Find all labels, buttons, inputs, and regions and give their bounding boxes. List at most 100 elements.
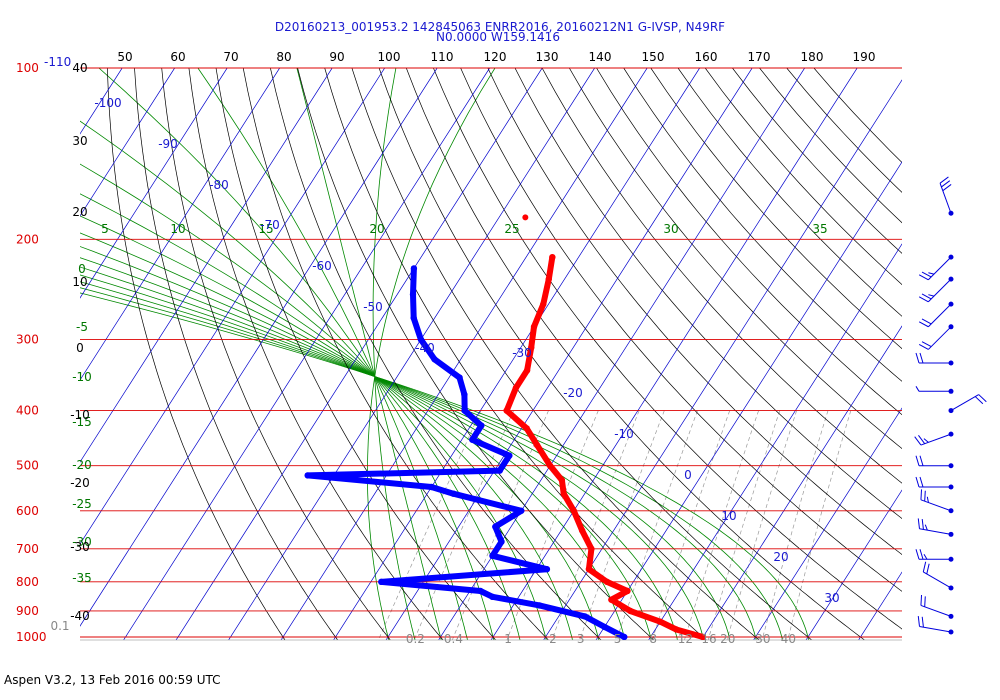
moist-adiabat-line — [80, 246, 652, 640]
wind-barb — [920, 594, 954, 619]
wind-barb-staff — [928, 256, 952, 281]
moist-adiabat-label: -35 — [72, 571, 92, 585]
moist-adiabat-line — [80, 266, 705, 640]
temperature-profile-point — [624, 587, 631, 595]
wind-barb-feather — [922, 561, 927, 573]
wind-barb-station — [948, 484, 954, 490]
wind-barb-station — [948, 276, 954, 282]
moist-adiabat-line — [197, 68, 468, 640]
wind-barb-station — [948, 324, 954, 330]
dry-adiabat-line — [351, 68, 760, 640]
temperature-profile-point — [523, 367, 531, 374]
moist-adiabat-label: -25 — [72, 497, 92, 511]
pressure-label: 200 — [16, 232, 39, 246]
wind-barb — [948, 394, 987, 414]
temperature-profile-point — [603, 578, 611, 586]
temperature-profile-point — [699, 633, 707, 640]
dry-adiabat-line — [568, 68, 902, 450]
dewpoint-profile-point — [461, 391, 468, 398]
top-scale-label: 60 — [170, 50, 185, 64]
wind-barb-feather — [915, 455, 920, 466]
isotherm-label: -40 — [415, 341, 435, 355]
wind-barb-feather — [920, 489, 923, 500]
dewpoint-profile-point — [506, 452, 513, 459]
pressure-label: 800 — [16, 575, 39, 589]
mixing-ratio-label: 0.1 — [50, 619, 69, 633]
dewpoint-profile-point — [581, 613, 589, 620]
temperature-profile-point — [546, 462, 554, 469]
dry-adiabat-line — [215, 68, 497, 640]
wind-barb-staff — [920, 604, 952, 617]
isotherm-line — [80, 68, 333, 463]
pressure-label: 300 — [16, 332, 39, 346]
wind-barb-feather — [915, 352, 920, 364]
temperature-profile-point — [560, 490, 567, 497]
footer-software-info: Aspen V3.2, 13 Feb 2016 00:59 UTC — [4, 673, 221, 687]
temperature-profile-point — [578, 527, 586, 534]
dewpoint-profile-point — [489, 593, 496, 601]
wind-barb — [917, 616, 954, 635]
wind-barb-feather — [924, 490, 926, 502]
dry-adiabat-label: 30 — [72, 134, 87, 148]
mixing-ratio-label: 0.4 — [444, 632, 463, 646]
mixing-ratio-label: 40 — [781, 632, 796, 646]
isotherm-label: 20 — [773, 550, 788, 564]
wind-barb-feather — [974, 396, 984, 405]
top-scale-label: 50 — [117, 50, 132, 64]
wind-barb-staff — [950, 394, 979, 412]
wind-barb-feather — [915, 476, 920, 488]
wind-barb-feather — [919, 549, 924, 560]
wind-barb-staff — [919, 625, 952, 633]
dry-adiabat-line — [161, 68, 391, 640]
dry-adiabat-line — [541, 68, 902, 484]
isotherm-label: -20 — [563, 386, 583, 400]
isotherm-line — [490, 68, 858, 640]
dewpoint-profile-point — [410, 265, 418, 272]
temperature-profile-point — [540, 300, 547, 308]
dry-adiabat-line — [188, 68, 444, 640]
temperature-profile-point — [570, 507, 577, 514]
dewpoint-profile-point — [477, 587, 484, 595]
isotherm-line — [438, 68, 805, 640]
mixing-ratio-line — [684, 410, 759, 640]
mixing-ratio-label: 12 — [678, 632, 693, 646]
wind-barb-station — [948, 629, 954, 635]
moist-adiabat-label: -5 — [76, 320, 88, 334]
dry-adiabat-line — [596, 68, 902, 416]
temperature-profile-point — [523, 425, 530, 432]
moist-adiabat-line — [98, 68, 495, 640]
dewpoint-profile-point — [536, 602, 543, 609]
mixing-ratio-line — [579, 410, 665, 640]
dewpoint-profile-point — [410, 314, 417, 322]
temperature-profile — [503, 254, 706, 640]
dewpoint-profile-point — [409, 291, 417, 298]
wind-barb-feather — [921, 519, 924, 530]
wind-barb-staff — [920, 499, 952, 512]
mixing-ratio-label: 2 — [549, 632, 557, 646]
wind-barb-feather — [921, 318, 932, 325]
wind-barb-station — [948, 431, 954, 437]
top-scale-label: 70 — [223, 50, 238, 64]
dewpoint-profile-point — [492, 523, 499, 530]
wind-barb — [914, 431, 954, 446]
wind-barb-feather — [918, 344, 929, 350]
wind-barb-feather — [924, 596, 926, 607]
dewpoint-profile-point — [469, 436, 476, 443]
top-scale-label: 190 — [853, 50, 876, 64]
wind-barb-feather — [921, 616, 924, 628]
moist-adiabat-line — [80, 163, 547, 640]
wind-barb — [915, 386, 954, 394]
isotherm-label: 0 — [684, 468, 692, 482]
pressure-label: 700 — [16, 542, 39, 556]
wind-barb-staff — [920, 433, 952, 446]
moist-adiabat-line — [367, 68, 496, 640]
isotherm-line — [175, 68, 543, 640]
wind-barb-station — [948, 508, 954, 514]
wind-barb-staff — [928, 278, 952, 303]
moist-adiabat-label: -20 — [72, 458, 92, 472]
temperature-profile-point — [657, 618, 664, 625]
mixing-ratio-label: 30 — [755, 632, 770, 646]
isotherm-line — [228, 68, 595, 640]
mixing-ratio-line — [651, 410, 731, 640]
pressure-label: 1000 — [16, 630, 47, 644]
